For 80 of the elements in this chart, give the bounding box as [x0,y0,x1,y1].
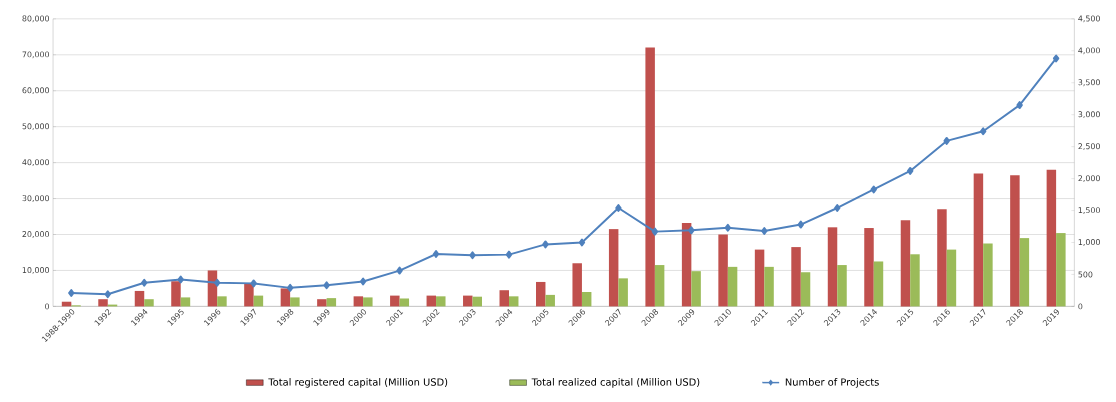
bar [545,295,555,307]
bar [654,265,665,307]
bar [317,299,327,307]
bar [353,296,364,307]
bar [645,47,655,307]
bar [900,220,911,307]
bar [436,296,446,307]
point [1052,54,1060,63]
bar [946,249,957,307]
bar [98,299,108,307]
point [286,284,294,293]
bar [390,295,400,307]
bar [608,229,619,307]
bar [754,249,765,307]
bar [499,290,509,307]
bar [618,278,628,307]
bar [171,281,181,307]
bar [463,295,473,307]
point [688,226,695,235]
bar [691,271,701,307]
point [797,220,804,229]
point [359,277,367,286]
bar [873,261,884,307]
bar [800,272,811,307]
bar [910,254,920,307]
point [213,279,221,287]
point [979,127,987,136]
bar [180,297,191,307]
point [761,227,768,236]
bar [399,298,410,307]
bar [1010,175,1020,307]
bar [1046,170,1057,307]
bar [864,228,874,307]
point [469,251,476,260]
bar [144,299,154,307]
bar [764,267,774,307]
bar [290,297,300,307]
bar [572,263,582,307]
bar [983,243,993,307]
point [870,185,877,194]
bar [326,298,337,307]
point [323,281,330,290]
legend-label: Total registered capital (Million USD) [268,378,448,388]
bar [1019,238,1030,307]
point [250,279,257,288]
legend-label: Number of Projects [785,378,879,388]
point [104,290,111,299]
bar [727,267,738,307]
bar [363,297,373,307]
point [177,275,184,284]
bar [134,291,145,307]
point [615,204,622,213]
bar [973,173,984,307]
bar [508,296,519,307]
legend-label: Total realized capital (Million USD) [531,378,700,388]
bar [280,288,291,307]
bar [681,223,692,307]
bar [718,234,728,307]
point [1016,101,1023,110]
point [943,137,950,146]
point [542,240,549,249]
bar [244,283,254,307]
bar [937,209,947,307]
bar [827,227,838,307]
point [68,289,75,298]
bar [837,265,847,307]
bar [217,296,227,307]
point [396,266,403,275]
bar [791,247,801,307]
bar [581,292,592,307]
point [432,250,440,259]
point [578,238,586,247]
point [651,227,659,236]
point [141,279,148,287]
point [505,250,513,259]
point [724,224,732,232]
bar [1056,233,1066,307]
bar [535,282,546,307]
point [907,167,914,176]
point [834,204,841,213]
